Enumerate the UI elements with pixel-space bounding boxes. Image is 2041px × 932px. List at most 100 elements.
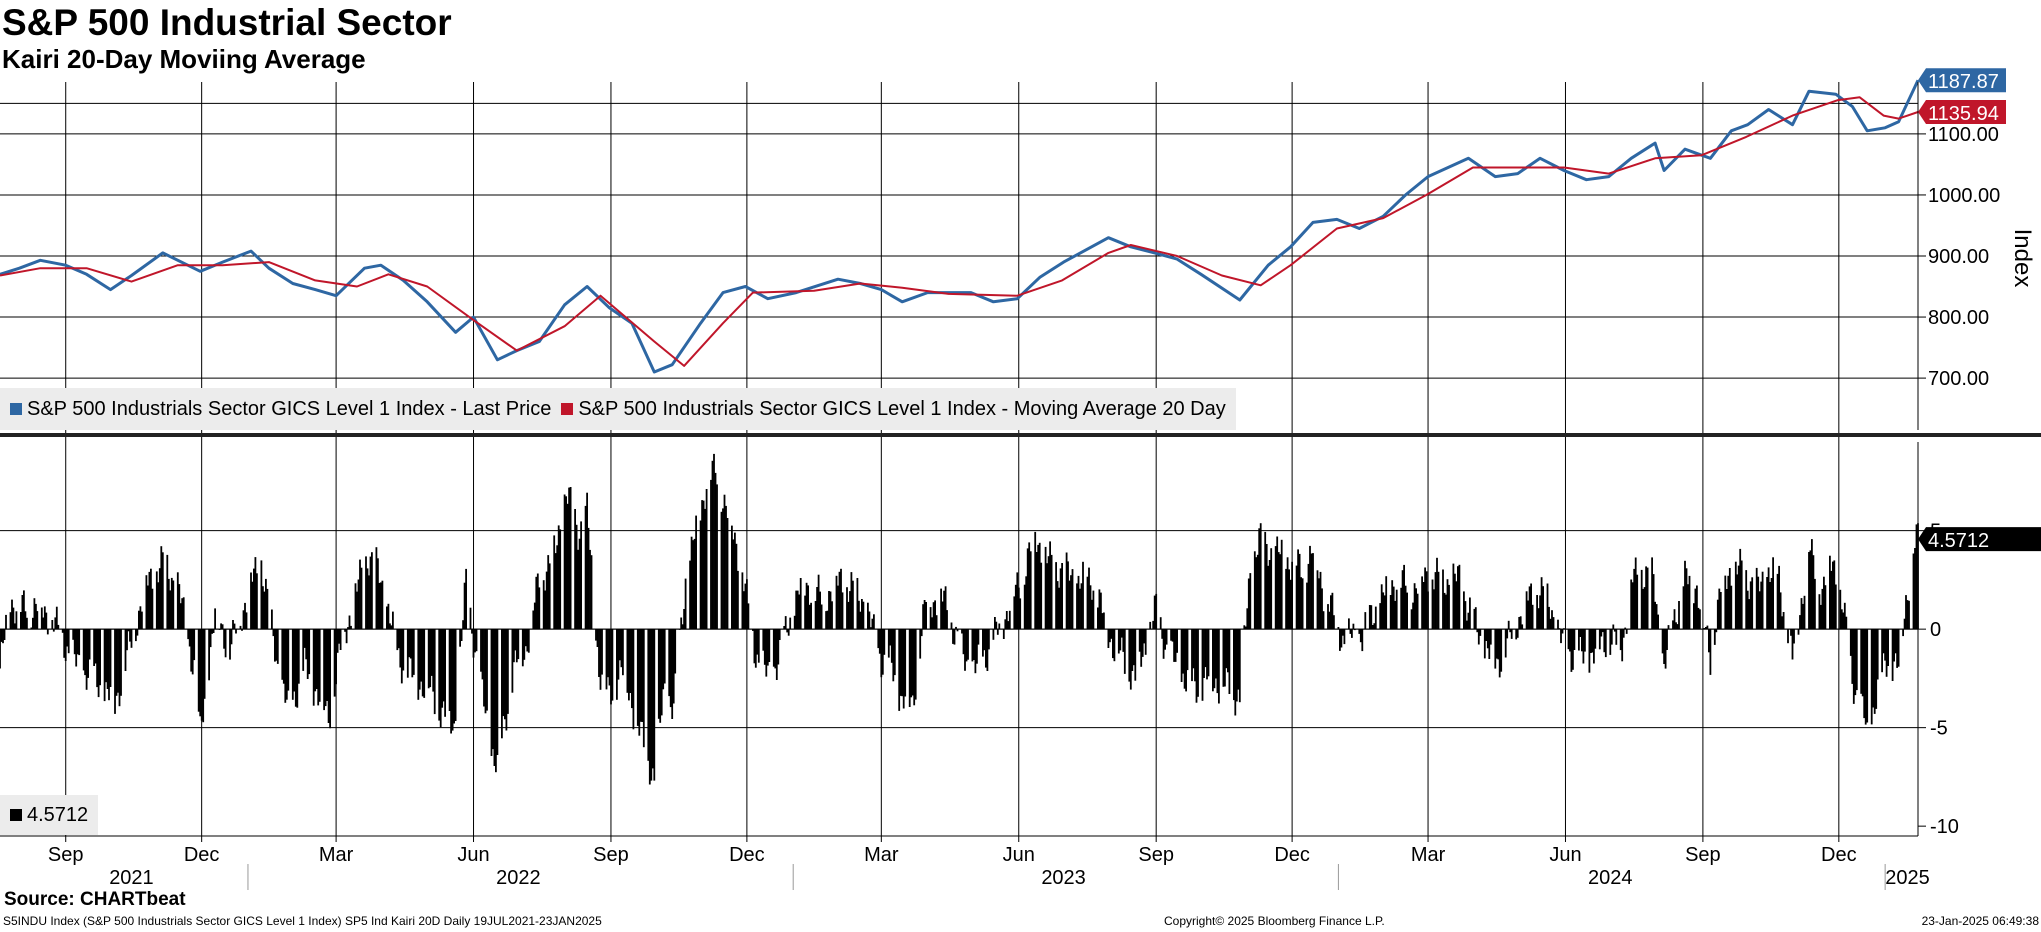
kairi-bar [462,620,464,630]
kairi-bar [365,556,367,630]
kairi-bar [680,617,683,630]
kairi-bar [1173,629,1175,662]
kairi-bar [935,615,938,630]
kairi-bar [1884,629,1886,661]
legend-item-last-price[interactable]: S&P 500 Industrials Sector GICS Level 1 … [10,398,551,421]
kairi-bar [1666,629,1668,650]
kairi-bar [1050,554,1053,630]
kairi-bar [1696,585,1698,630]
kairi-bar [569,487,572,630]
kairi-tick-label: -10 [1930,816,1959,838]
kairi-bar [1002,629,1005,639]
kairi-bar [193,629,196,661]
kairi-bar [1047,556,1050,630]
kairi-bar [1110,629,1113,639]
legend-swatch-red [561,403,574,415]
kairi-bar [1422,582,1425,630]
kairi-bar [14,623,16,630]
kairi-bar [471,629,473,634]
kairi-bar [988,629,990,650]
kairi-bar [24,611,27,630]
kairi-bar [536,573,539,630]
kairi-bar [1488,629,1491,659]
kairi-bar [438,629,441,721]
kairi-bar [1380,584,1383,630]
kairi-bar [647,629,650,761]
legend-item-moving-average[interactable]: S&P 500 Industrials Sector GICS Level 1 … [561,398,1226,421]
kairi-bar [831,601,833,630]
kairi-bar [1337,627,1340,630]
kairi-bar [1799,615,1801,630]
kairi-bar [1716,599,1719,630]
kairi-bar [1873,629,1876,714]
kairi-bar [99,629,101,686]
kairi-tick-label: 0 [1930,619,1941,641]
kairi-bar [120,629,122,696]
kairi-bar [1228,629,1231,694]
kairi-bar [544,590,547,630]
kairi-bar [1719,592,1722,630]
kairi-bar [648,629,651,785]
kairi-bar [919,629,922,659]
moving-average-badge-text: 1135.94 [1928,103,1999,125]
kairi-bar [684,578,687,630]
kairi-bar [1155,593,1158,630]
kairi-bar [378,582,381,630]
kairi-bar [763,629,766,665]
kairi-bar [651,629,654,769]
kairi-bar [1268,560,1271,630]
kairi-bar [1569,629,1571,652]
kairi-bar [1757,576,1760,630]
kairi-bar [766,629,769,666]
kairi-bar [1803,595,1806,630]
kairi-bar [1758,591,1761,630]
moving-average-line [0,96,1919,367]
kairi-bar [1708,629,1710,653]
kairi-bar [1818,594,1821,630]
kairi-bar [493,629,496,766]
kairi-bar [898,629,901,711]
kairi-value-badge-text: 4.5712 [1928,530,1989,552]
kairi-bar [545,571,548,630]
kairi-bar [590,555,593,630]
kairi-bar [408,629,411,658]
kairi-bar [1915,524,1918,630]
kairi-bar [807,585,809,630]
kairi-bar [838,571,841,630]
kairi-bar [557,525,560,630]
kairi-bar [961,629,963,634]
kairi-bar [1872,629,1875,708]
kairi-bar [1107,629,1110,648]
kairi-bar [1300,577,1302,630]
kairi-bar [3,629,6,640]
kairi-bar [1787,629,1789,644]
kairi-bar [501,629,503,739]
kairi-bar [63,629,66,658]
kairi-bar [1457,566,1459,630]
kairi-bar [596,629,599,647]
kairi-legend[interactable]: 4.5712 [0,795,99,835]
kairi-bar [223,629,225,649]
last-price-badge: 1187.87 [1918,68,2006,93]
kairi-bar [1391,580,1394,630]
kairi-bar [254,557,257,630]
kairi-bar [762,629,765,651]
kairi-bar [124,629,127,671]
kairi-bar [1265,544,1268,630]
kairi-bar [469,607,472,630]
kairi-bar [439,629,442,728]
kairi-bar [1071,569,1074,630]
kairi-bar [1068,580,1071,630]
kairi-bar [1316,570,1319,630]
kairi-bar [45,612,48,630]
kairi-bar [1352,623,1355,630]
kairi-bar [1044,546,1047,630]
kairi-bar [1067,561,1069,630]
kairi-bar [1561,629,1564,634]
kairi-bar [1049,541,1051,630]
kairi-bar [787,629,790,636]
kairi-bar [1225,629,1228,669]
kairi-bar [1885,629,1888,677]
kairi-bar [538,587,541,630]
kairi-bar [1351,629,1353,638]
